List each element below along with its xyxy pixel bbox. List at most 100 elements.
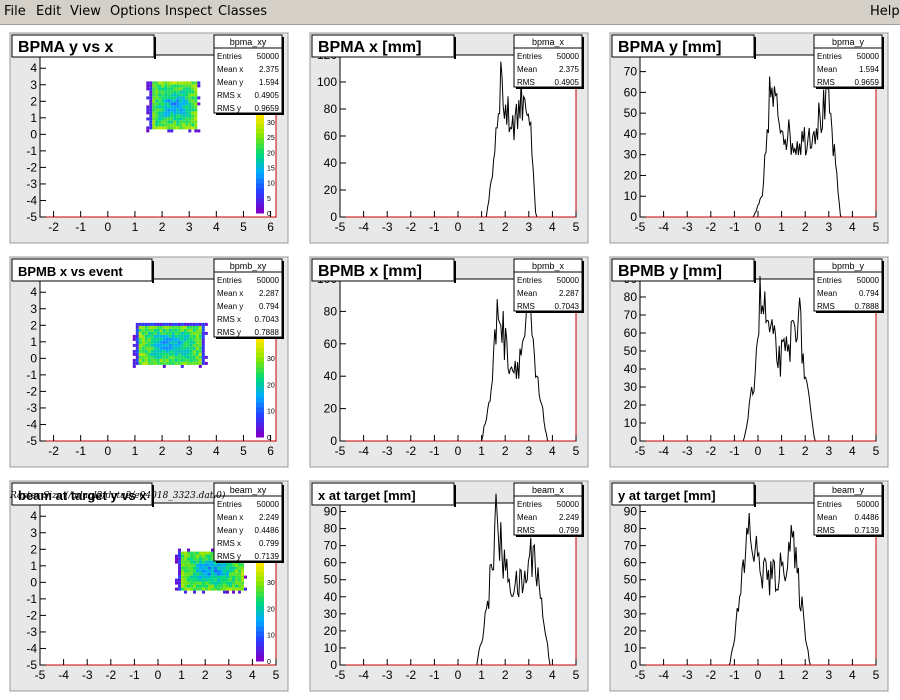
- heatmap-cell: [211, 548, 214, 552]
- heatmap-cell: [191, 111, 195, 115]
- heatmap-cell: [161, 81, 165, 85]
- root-canvas[interactable]: 0 5 10 15 20 25 30 -2 -1 0 1 2 3 4 5 6 -5 -4 -3 -2 -1 0 1 2 3 4 BP…: [0, 25, 900, 700]
- palette-segment: [256, 133, 264, 139]
- menu-options[interactable]: Options: [110, 4, 161, 19]
- heatmap-cell: [164, 111, 168, 115]
- heatmap-cell: [195, 346, 199, 350]
- y-tick-label: 50: [624, 573, 638, 587]
- stats-value: 0.799: [559, 526, 580, 535]
- heatmap-cell: [186, 346, 190, 350]
- menu-view[interactable]: View: [70, 4, 101, 19]
- stats-label: Mean y: [217, 526, 243, 535]
- heatmap-cell: [185, 126, 189, 130]
- heatmap-cell: [185, 90, 189, 94]
- y-tick-label: 50: [624, 344, 638, 358]
- heatmap-cell: [138, 358, 142, 362]
- x-tick-label: -5: [635, 220, 646, 234]
- heatmap-cell: [183, 352, 187, 356]
- x-tick-label: 4: [549, 220, 556, 234]
- palette-segment: [256, 337, 264, 343]
- heatmap-cell: [176, 87, 180, 91]
- palette-segment: [256, 387, 264, 393]
- x-tick-label: -3: [82, 668, 93, 682]
- menu-inspect[interactable]: Inspect: [165, 4, 213, 19]
- heatmap-cell: [204, 355, 208, 359]
- heatmap-cell: [167, 99, 171, 103]
- heatmap-cell: [167, 123, 171, 127]
- palette-segment: [256, 636, 264, 642]
- menu-classes[interactable]: Classes: [218, 4, 267, 19]
- heatmap-cell: [168, 340, 172, 344]
- x-tick-label: -1: [429, 444, 440, 458]
- y-tick-label: 20: [324, 183, 338, 197]
- heatmap-cell: [241, 566, 244, 570]
- heatmap-cell: [201, 346, 205, 350]
- x-tick-label: 1: [778, 220, 785, 234]
- palette-segment: [256, 113, 264, 119]
- heatmap-cell: [170, 93, 174, 97]
- heatmap-cell: [176, 102, 180, 106]
- x-tick-label: 2: [502, 220, 509, 234]
- heatmap-cell: [220, 584, 223, 588]
- heatmap-cell: [174, 361, 178, 365]
- heatmap-cell: [241, 575, 244, 579]
- heatmap-cell: [177, 361, 181, 365]
- heatmap-cell: [202, 572, 205, 576]
- heatmap-cell: [135, 352, 139, 356]
- title-shadow: [152, 261, 154, 283]
- stats-label: Entries: [817, 276, 842, 285]
- stats-label: RMS y: [217, 328, 241, 337]
- heatmap-cell: [187, 566, 190, 570]
- heatmap-cell: [153, 328, 157, 332]
- heatmap-cell: [149, 90, 153, 94]
- y-tick-label: 80: [324, 102, 338, 116]
- heatmap-cell: [146, 96, 150, 100]
- heatmap-cell: [211, 560, 214, 564]
- heatmap-cell: [147, 343, 151, 347]
- heatmap-cell: [171, 325, 175, 329]
- x-tick-label: -1: [75, 444, 86, 458]
- heatmap-cell: [191, 93, 195, 97]
- x-tick-label: 3: [825, 444, 832, 458]
- menu-help[interactable]: Help: [870, 4, 900, 19]
- heatmap-cell: [135, 349, 139, 353]
- heatmap-cell: [195, 352, 199, 356]
- palette-segment: [256, 626, 264, 632]
- palette-segment: [256, 392, 264, 398]
- menu-file[interactable]: File: [4, 4, 26, 19]
- heatmap-cell: [149, 105, 153, 109]
- heatmap-cell: [223, 566, 226, 570]
- heatmap-cell: [189, 334, 193, 338]
- x-tick-label: 1: [132, 220, 139, 234]
- heatmap-cell: [223, 563, 226, 567]
- heatmap-cell: [177, 346, 181, 350]
- heatmap-cell: [223, 578, 226, 582]
- heatmap-cell: [184, 569, 187, 573]
- heatmap-cell: [152, 96, 156, 100]
- heatmap-cell: [214, 566, 217, 570]
- heatmap-cell: [171, 322, 175, 326]
- heatmap-cell: [168, 325, 172, 329]
- heatmap-cell: [155, 126, 159, 130]
- heatmap-cell: [178, 587, 181, 591]
- heatmap-cell: [175, 578, 178, 582]
- heatmap-cell: [170, 96, 174, 100]
- stats-box: [513, 482, 583, 536]
- heatmap-cell: [141, 340, 145, 344]
- heatmap-cell: [190, 575, 193, 579]
- heatmap-cell: [183, 358, 187, 362]
- heatmap-cell: [178, 569, 181, 573]
- heatmap-cell: [194, 96, 198, 100]
- stats-value: 0.7139: [855, 526, 880, 535]
- menu-edit[interactable]: Edit: [36, 4, 62, 19]
- stats-value: 0.4486: [255, 526, 280, 535]
- heatmap-cell: [183, 322, 187, 326]
- heatmap-cell: [135, 322, 139, 326]
- heatmap-cell: [201, 358, 205, 362]
- x-tick-label: -4: [658, 668, 669, 682]
- heatmap-cell: [167, 114, 171, 118]
- heatmap-cell: [201, 331, 205, 335]
- heatmap-cell: [171, 346, 175, 350]
- stats-label: Mean y: [217, 302, 243, 311]
- heatmap-cell: [241, 581, 244, 585]
